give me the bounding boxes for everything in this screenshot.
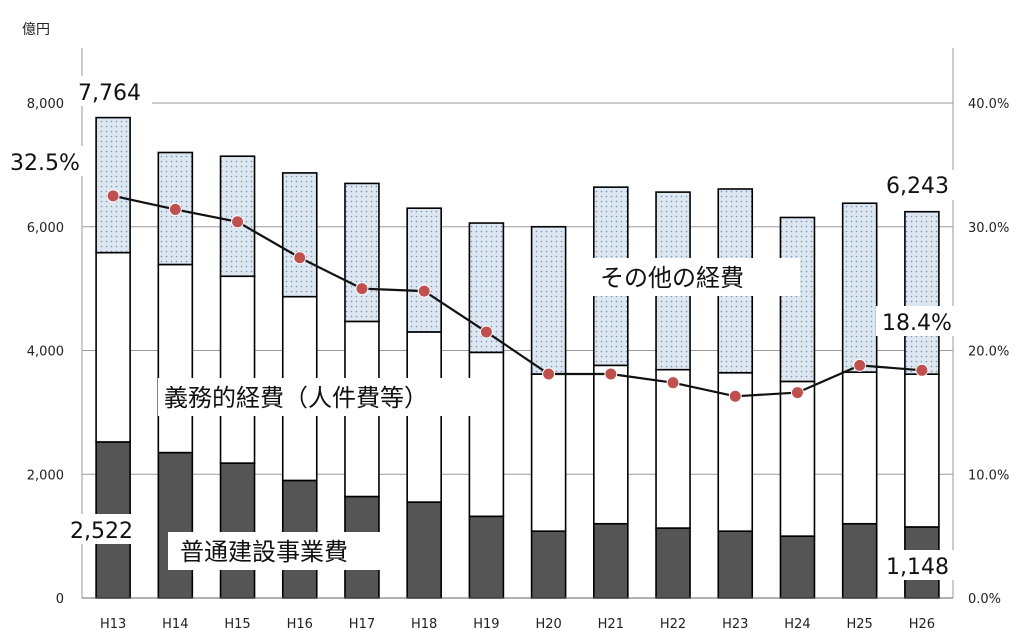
construction-first-bg	[66, 514, 146, 544]
grid-layer	[82, 102, 953, 475]
annotation-total-last: 6,243	[886, 174, 949, 199]
x-tick-label: H15	[224, 617, 250, 630]
y-left-tick-label: 0	[56, 592, 64, 607]
ratio-point	[355, 282, 369, 296]
y-left-tick-label: 2,000	[27, 468, 64, 483]
x-tick-label: H17	[349, 617, 375, 630]
y-right-tick-label: 40.0%	[968, 97, 1009, 112]
bar-other-segment	[530, 225, 567, 375]
series-label-construction: 普通建設事業費	[180, 538, 348, 566]
bar-other-segment	[95, 116, 131, 254]
bar-mandatory-segment	[655, 368, 691, 529]
y-right-tick-label: 10.0%	[968, 468, 1009, 483]
ratio-point	[106, 189, 120, 203]
ratio-point	[542, 367, 556, 381]
bar-mandatory-segment	[406, 331, 442, 503]
x-tick-label: H23	[722, 617, 748, 630]
bar-mandatory-segment	[95, 251, 131, 443]
axis-layer: 0 2,000 4,000 6,000 8,000 0.0% 10.0% 20.0% 30.0%…	[27, 48, 1009, 630]
bar-mandatory-segment	[779, 380, 816, 537]
bar-construction-segment	[717, 530, 754, 599]
label-construction-bg	[168, 532, 394, 570]
bar-mandatory-segment	[530, 373, 567, 532]
annotation-construction-first: 2,522	[70, 519, 133, 544]
bar-construction-segment	[841, 522, 878, 599]
ratio-point	[853, 358, 867, 372]
x-tick-label: H22	[660, 617, 686, 630]
y-left-tick-label: 4,000	[27, 345, 64, 360]
y-left-tick-label: 6,000	[27, 221, 64, 236]
x-tick-label: H21	[598, 617, 624, 630]
ratio-point	[231, 215, 245, 229]
bar-other-segment	[344, 182, 380, 323]
bar-construction-segment	[219, 462, 256, 599]
series-label-mandatory: 義務的経費（人件費等）	[164, 384, 428, 412]
ratio-point	[666, 376, 680, 390]
bar-mandatory-segment	[468, 351, 505, 518]
bar-other-segment	[406, 207, 442, 333]
x-tick-label: H20	[535, 617, 561, 630]
y-right-tick-label: 30.0%	[968, 221, 1009, 236]
ratio-point	[417, 284, 431, 298]
x-tick-label: H24	[784, 617, 810, 630]
annotation-total-first: 7,764	[78, 81, 141, 106]
annotation-construction-last: 1,148	[886, 555, 949, 580]
total-first-bg	[72, 76, 152, 106]
ratio-point	[790, 386, 804, 400]
ratio-point	[604, 367, 618, 381]
bars-layer	[95, 116, 940, 599]
x-tick-label: H26	[909, 617, 935, 630]
bar-construction-segment	[779, 535, 816, 599]
annotation-pct-last: 18.4%	[882, 311, 952, 336]
bar-other-segment	[904, 210, 940, 375]
bar-mandatory-segment	[841, 371, 878, 525]
bar-construction-segment	[406, 501, 442, 599]
bar-mandatory-segment	[593, 364, 629, 525]
bar-mandatory-segment	[157, 263, 194, 454]
bar-construction-segment	[655, 527, 691, 599]
bar-construction-segment	[468, 515, 505, 599]
y-left-tick-label: 8,000	[27, 97, 64, 112]
bar-other-segment	[281, 172, 318, 298]
ratio-point	[168, 202, 182, 216]
x-tick-label: H13	[100, 617, 126, 630]
x-tick-label: H14	[162, 617, 188, 630]
ratio-point	[915, 363, 929, 377]
label-mandatory-bg	[158, 378, 476, 416]
x-tick-label: H19	[473, 617, 499, 630]
total-last-bg	[882, 170, 960, 200]
bar-mandatory-segment	[904, 373, 940, 528]
series-label-other: その他の経費	[600, 264, 744, 292]
annotation-pct-first: 32.5%	[10, 151, 80, 176]
ratio-point	[479, 325, 493, 339]
bar-construction-segment	[593, 522, 629, 599]
bar-other-segment	[841, 202, 878, 373]
line-layer	[106, 189, 929, 403]
bar-construction-segment	[530, 530, 567, 599]
x-tick-label: H25	[847, 617, 873, 630]
construction-last-bg	[880, 550, 962, 580]
ratio-line	[112, 194, 922, 398]
bar-mandatory-segment	[219, 275, 256, 464]
x-tick-label: H18	[411, 617, 437, 630]
label-other-bg	[588, 258, 800, 296]
y-right-tick-label: 20.0%	[968, 345, 1009, 360]
bar-other-segment	[779, 216, 816, 383]
pct-first-bg	[8, 146, 86, 176]
ratio-point	[728, 389, 742, 403]
bar-construction-segment	[157, 451, 194, 599]
bar-other-segment	[219, 155, 256, 278]
x-tick-label: H16	[287, 617, 313, 630]
ratio-point	[293, 251, 307, 265]
y-right-tick-label: 0.0%	[968, 592, 1001, 607]
pct-last-bg	[876, 306, 962, 336]
left-axis-unit: 億円	[22, 22, 50, 38]
